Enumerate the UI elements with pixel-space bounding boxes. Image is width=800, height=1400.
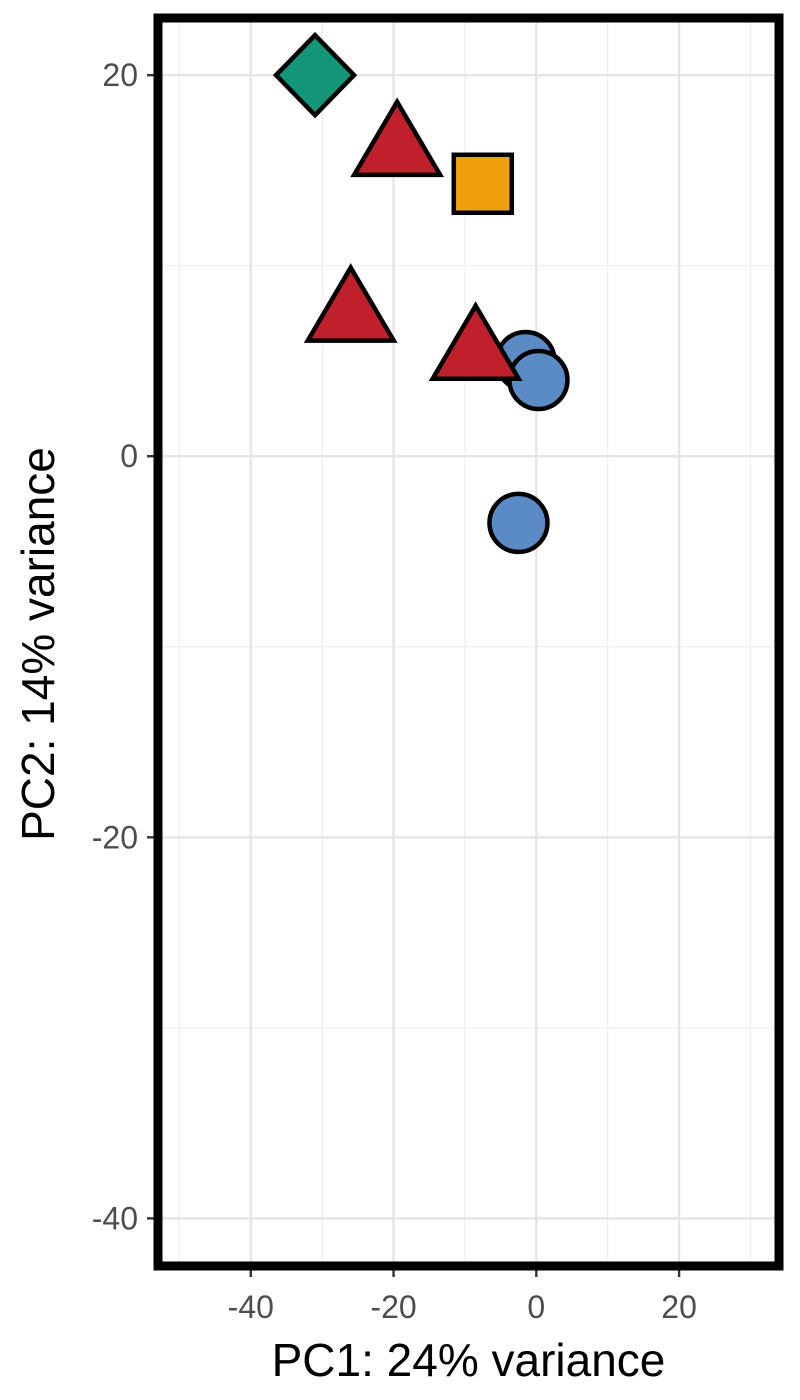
circle-point [487, 491, 550, 555]
y-tick-label: 20 [102, 57, 138, 93]
x-tick-label: -20 [370, 1289, 416, 1325]
axis-ticks: -40 -20 0 20 -40 -20 0 20 [92, 57, 697, 1325]
x-axis-title: PC1: 24% variance [272, 1334, 666, 1386]
triangle-point [350, 97, 445, 178]
y-tick-label: -20 [92, 819, 138, 855]
triangle-point [428, 301, 523, 381]
diamond-point [272, 31, 358, 119]
y-axis-title: PC2: 14% variance [12, 447, 64, 841]
panel-border [153, 13, 784, 1271]
data-points [272, 31, 570, 555]
square-point [451, 152, 515, 216]
x-tick-label: -40 [228, 1289, 274, 1325]
y-tick-label: -40 [92, 1200, 138, 1236]
grid-lines [158, 18, 779, 1266]
y-tick-label: 0 [120, 438, 138, 474]
x-tick-label: 0 [527, 1289, 545, 1325]
triangle-point [303, 263, 398, 343]
x-tick-label: 20 [661, 1289, 697, 1325]
